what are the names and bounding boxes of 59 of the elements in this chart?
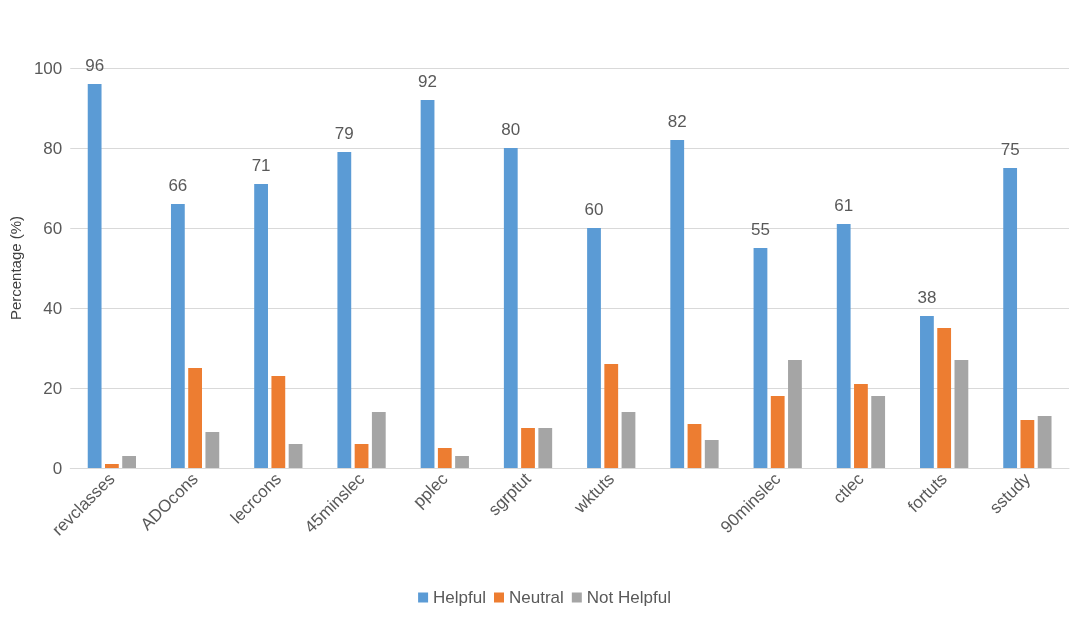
bar <box>455 456 469 468</box>
bar <box>254 184 268 468</box>
bar <box>836 224 851 468</box>
bar <box>122 456 137 468</box>
data-label: 66 <box>168 176 188 195</box>
bar <box>503 148 518 468</box>
y-tick-label: 0 <box>52 458 63 478</box>
bar <box>371 412 386 468</box>
bar <box>920 316 934 468</box>
bar <box>871 396 886 468</box>
bar <box>521 428 535 468</box>
y-tick-label: 20 <box>43 378 63 398</box>
bar <box>87 84 102 468</box>
data-label: 96 <box>85 56 105 75</box>
bar <box>704 440 719 468</box>
bar <box>854 384 868 468</box>
data-label: 82 <box>667 112 687 131</box>
data-label: 80 <box>501 120 521 139</box>
bar <box>954 360 969 468</box>
bar <box>170 204 185 468</box>
bar <box>587 228 601 468</box>
bar <box>420 100 435 468</box>
bar <box>188 368 202 468</box>
y-tick-label: 100 <box>33 58 63 78</box>
bar <box>271 376 286 468</box>
data-label: 60 <box>584 200 604 219</box>
data-label: 61 <box>834 196 854 215</box>
y-axis-title: Percentage (%) <box>7 215 24 321</box>
bar <box>354 444 369 468</box>
bar <box>437 448 452 468</box>
legend-label: Not Helpful <box>586 588 671 607</box>
data-label: 92 <box>418 72 438 91</box>
bar <box>937 328 952 468</box>
bar <box>670 140 685 468</box>
bar <box>205 432 220 468</box>
data-label: 55 <box>751 220 770 239</box>
bar <box>621 412 636 468</box>
bar <box>687 424 702 468</box>
y-tick-label: 40 <box>43 298 63 318</box>
bar <box>104 464 119 468</box>
bar <box>1003 168 1018 468</box>
legend-label: Neutral <box>509 588 564 607</box>
x-tick-label: ctlec <box>829 468 868 508</box>
legend-label: Helpful <box>433 588 487 607</box>
bar <box>788 360 802 468</box>
bar <box>337 152 352 468</box>
bar <box>288 444 303 468</box>
data-label: 79 <box>334 124 354 143</box>
data-label: 71 <box>251 156 271 175</box>
bar <box>753 248 768 468</box>
bar <box>1037 416 1052 468</box>
y-tick-label: 60 <box>43 218 63 238</box>
bar <box>604 364 619 468</box>
data-label: 75 <box>1000 140 1020 159</box>
bar <box>538 428 553 468</box>
y-tick-label: 80 <box>43 138 63 158</box>
data-label: 38 <box>917 288 937 307</box>
bar <box>770 396 785 468</box>
bar <box>1020 420 1035 468</box>
